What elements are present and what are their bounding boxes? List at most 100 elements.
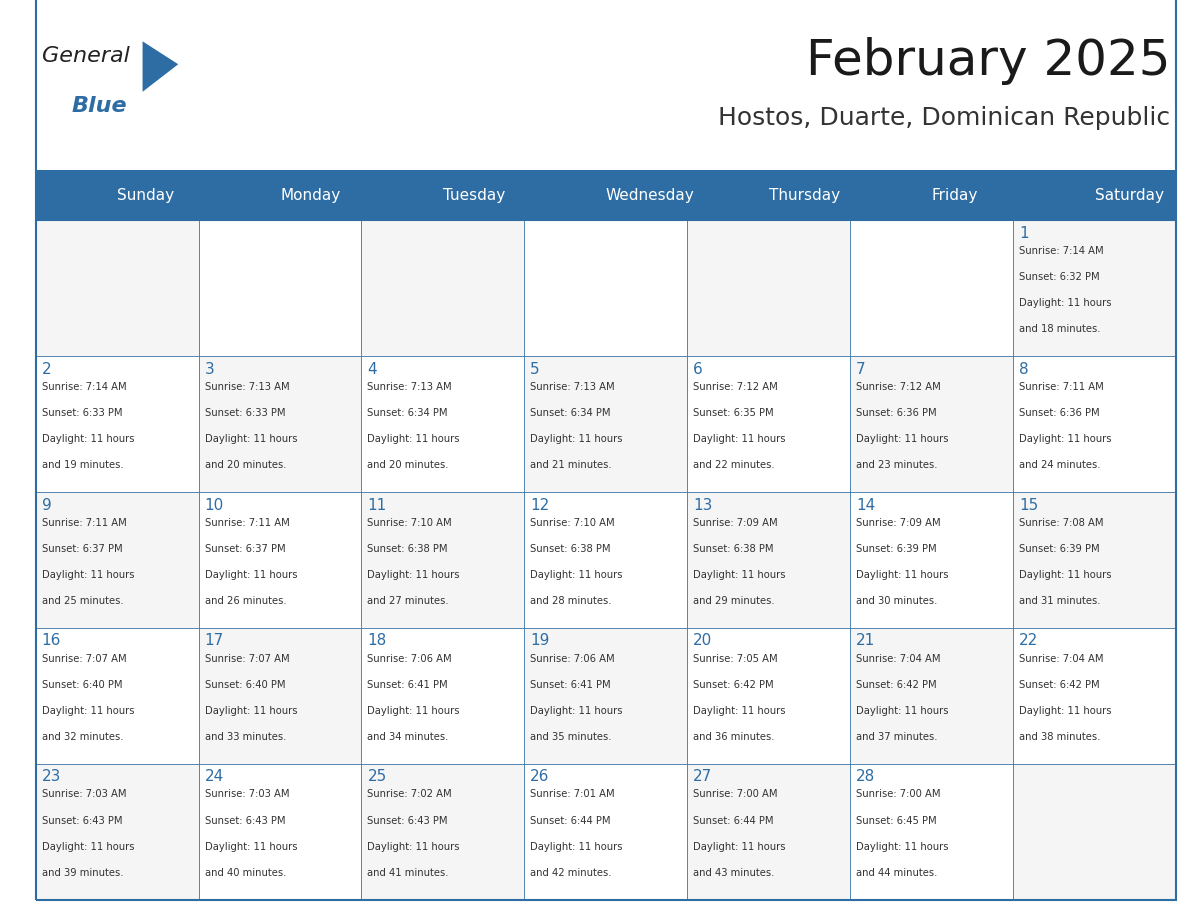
Text: Daylight: 11 hours: Daylight: 11 hours [204, 706, 297, 716]
Text: and 25 minutes.: and 25 minutes. [42, 596, 124, 606]
Text: Daylight: 11 hours: Daylight: 11 hours [367, 706, 460, 716]
Text: Sunrise: 7:13 AM: Sunrise: 7:13 AM [367, 382, 453, 392]
FancyBboxPatch shape [1013, 356, 1176, 492]
Text: 4: 4 [367, 362, 377, 376]
Text: and 29 minutes.: and 29 minutes. [694, 596, 775, 606]
FancyBboxPatch shape [851, 628, 1013, 764]
Text: 17: 17 [204, 633, 223, 648]
FancyBboxPatch shape [361, 220, 524, 356]
Text: Sunrise: 7:06 AM: Sunrise: 7:06 AM [530, 654, 615, 664]
Text: Sunrise: 7:10 AM: Sunrise: 7:10 AM [530, 518, 615, 528]
FancyBboxPatch shape [36, 492, 198, 628]
Text: 24: 24 [204, 769, 223, 784]
Text: and 18 minutes.: and 18 minutes. [1019, 324, 1100, 334]
Text: 13: 13 [694, 498, 713, 512]
Text: Daylight: 11 hours: Daylight: 11 hours [367, 434, 460, 444]
FancyBboxPatch shape [1013, 492, 1176, 628]
Text: and 21 minutes.: and 21 minutes. [530, 460, 612, 470]
Text: 26: 26 [530, 769, 550, 784]
Text: Sunrise: 7:09 AM: Sunrise: 7:09 AM [857, 518, 941, 528]
Text: Sunset: 6:42 PM: Sunset: 6:42 PM [857, 679, 937, 689]
Text: Daylight: 11 hours: Daylight: 11 hours [204, 842, 297, 852]
Text: and 30 minutes.: and 30 minutes. [857, 596, 937, 606]
Text: Sunrise: 7:05 AM: Sunrise: 7:05 AM [694, 654, 778, 664]
FancyBboxPatch shape [851, 356, 1013, 492]
Text: Sunset: 6:37 PM: Sunset: 6:37 PM [204, 543, 285, 554]
FancyBboxPatch shape [524, 492, 688, 628]
Text: Sunset: 6:34 PM: Sunset: 6:34 PM [530, 408, 611, 418]
FancyBboxPatch shape [851, 220, 1013, 356]
Text: Sunrise: 7:04 AM: Sunrise: 7:04 AM [857, 654, 941, 664]
Text: Sunrise: 7:14 AM: Sunrise: 7:14 AM [42, 382, 126, 392]
Text: and 37 minutes.: and 37 minutes. [857, 732, 937, 742]
Text: and 32 minutes.: and 32 minutes. [42, 732, 124, 742]
Text: and 27 minutes.: and 27 minutes. [367, 596, 449, 606]
Text: Sunset: 6:33 PM: Sunset: 6:33 PM [42, 408, 122, 418]
Text: Sunrise: 7:04 AM: Sunrise: 7:04 AM [1019, 654, 1104, 664]
Text: 1: 1 [1019, 226, 1029, 241]
FancyBboxPatch shape [688, 764, 851, 900]
Text: Daylight: 11 hours: Daylight: 11 hours [530, 434, 623, 444]
Text: 18: 18 [367, 633, 386, 648]
Text: Sunrise: 7:09 AM: Sunrise: 7:09 AM [694, 518, 778, 528]
Text: and 23 minutes.: and 23 minutes. [857, 460, 937, 470]
Text: and 33 minutes.: and 33 minutes. [204, 732, 286, 742]
Text: Sunrise: 7:01 AM: Sunrise: 7:01 AM [530, 789, 615, 800]
Text: Sunset: 6:38 PM: Sunset: 6:38 PM [367, 543, 448, 554]
FancyBboxPatch shape [361, 764, 524, 900]
FancyBboxPatch shape [36, 628, 198, 764]
FancyBboxPatch shape [1013, 628, 1176, 764]
FancyBboxPatch shape [1013, 220, 1176, 356]
FancyBboxPatch shape [688, 356, 851, 492]
FancyBboxPatch shape [524, 628, 688, 764]
Text: 23: 23 [42, 769, 61, 784]
Text: and 41 minutes.: and 41 minutes. [367, 868, 449, 878]
Text: Daylight: 11 hours: Daylight: 11 hours [367, 842, 460, 852]
Text: 3: 3 [204, 362, 214, 376]
Text: and 34 minutes.: and 34 minutes. [367, 732, 449, 742]
Text: 12: 12 [530, 498, 550, 512]
Text: Sunset: 6:41 PM: Sunset: 6:41 PM [530, 679, 611, 689]
Text: February 2025: February 2025 [805, 37, 1170, 84]
Text: Daylight: 11 hours: Daylight: 11 hours [530, 570, 623, 580]
Text: Sunrise: 7:03 AM: Sunrise: 7:03 AM [204, 789, 289, 800]
Text: Sunset: 6:45 PM: Sunset: 6:45 PM [857, 815, 937, 825]
Text: Sunset: 6:36 PM: Sunset: 6:36 PM [1019, 408, 1100, 418]
Text: Sunrise: 7:13 AM: Sunrise: 7:13 AM [204, 382, 289, 392]
Text: and 26 minutes.: and 26 minutes. [204, 596, 286, 606]
Text: Saturday: Saturday [1094, 187, 1164, 203]
Text: Sunrise: 7:03 AM: Sunrise: 7:03 AM [42, 789, 126, 800]
Text: General: General [42, 46, 129, 66]
Text: Sunrise: 7:13 AM: Sunrise: 7:13 AM [530, 382, 615, 392]
Text: Sunset: 6:39 PM: Sunset: 6:39 PM [1019, 543, 1100, 554]
Text: Sunset: 6:38 PM: Sunset: 6:38 PM [530, 543, 611, 554]
Text: Sunset: 6:37 PM: Sunset: 6:37 PM [42, 543, 122, 554]
Text: Sunrise: 7:07 AM: Sunrise: 7:07 AM [42, 654, 126, 664]
Text: 8: 8 [1019, 362, 1029, 376]
Text: Daylight: 11 hours: Daylight: 11 hours [42, 570, 134, 580]
Text: Sunday: Sunday [118, 187, 175, 203]
Text: 10: 10 [204, 498, 223, 512]
Text: Sunrise: 7:02 AM: Sunrise: 7:02 AM [367, 789, 453, 800]
Text: Sunset: 6:43 PM: Sunset: 6:43 PM [367, 815, 448, 825]
Text: and 38 minutes.: and 38 minutes. [1019, 732, 1100, 742]
FancyBboxPatch shape [198, 492, 361, 628]
Text: 7: 7 [857, 362, 866, 376]
Text: Friday: Friday [931, 187, 978, 203]
Text: Sunset: 6:42 PM: Sunset: 6:42 PM [1019, 679, 1100, 689]
Text: Sunset: 6:42 PM: Sunset: 6:42 PM [694, 679, 773, 689]
Text: Sunrise: 7:12 AM: Sunrise: 7:12 AM [857, 382, 941, 392]
Text: Hostos, Duarte, Dominican Republic: Hostos, Duarte, Dominican Republic [718, 106, 1170, 129]
Text: 16: 16 [42, 633, 61, 648]
FancyBboxPatch shape [36, 170, 1176, 220]
Text: Daylight: 11 hours: Daylight: 11 hours [857, 842, 949, 852]
Text: Daylight: 11 hours: Daylight: 11 hours [857, 434, 949, 444]
Text: Sunset: 6:34 PM: Sunset: 6:34 PM [367, 408, 448, 418]
Text: Sunset: 6:44 PM: Sunset: 6:44 PM [530, 815, 611, 825]
Text: 21: 21 [857, 633, 876, 648]
Text: Daylight: 11 hours: Daylight: 11 hours [1019, 298, 1112, 308]
FancyBboxPatch shape [688, 492, 851, 628]
Text: Daylight: 11 hours: Daylight: 11 hours [1019, 434, 1112, 444]
Text: Sunset: 6:35 PM: Sunset: 6:35 PM [694, 408, 773, 418]
Text: 6: 6 [694, 362, 703, 376]
